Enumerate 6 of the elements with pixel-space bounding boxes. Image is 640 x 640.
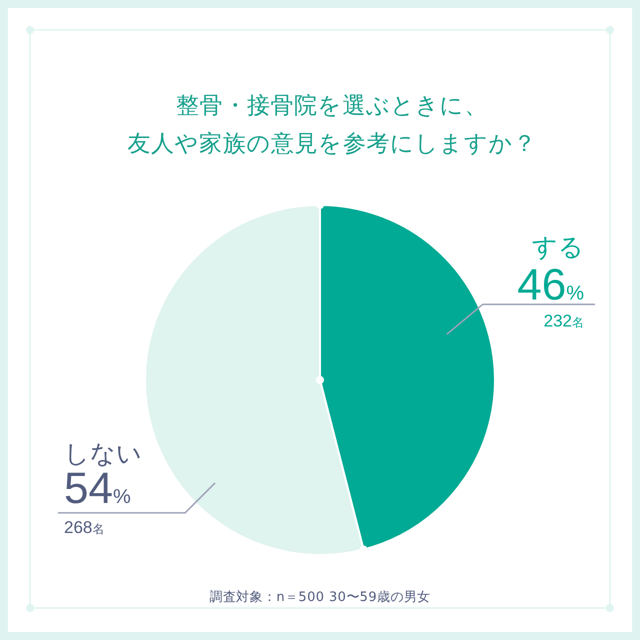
text: 232名	[544, 311, 584, 330]
slice-label: する	[532, 232, 584, 262]
text: 調査対象：n＝500 30〜59歳の男女	[209, 589, 431, 605]
text: 268名	[64, 518, 104, 537]
data-label: 46%	[517, 260, 584, 310]
chart-title: 整骨・接骨院を選ぶときに、友人や家族の意見を参考にしますか？	[127, 93, 537, 157]
